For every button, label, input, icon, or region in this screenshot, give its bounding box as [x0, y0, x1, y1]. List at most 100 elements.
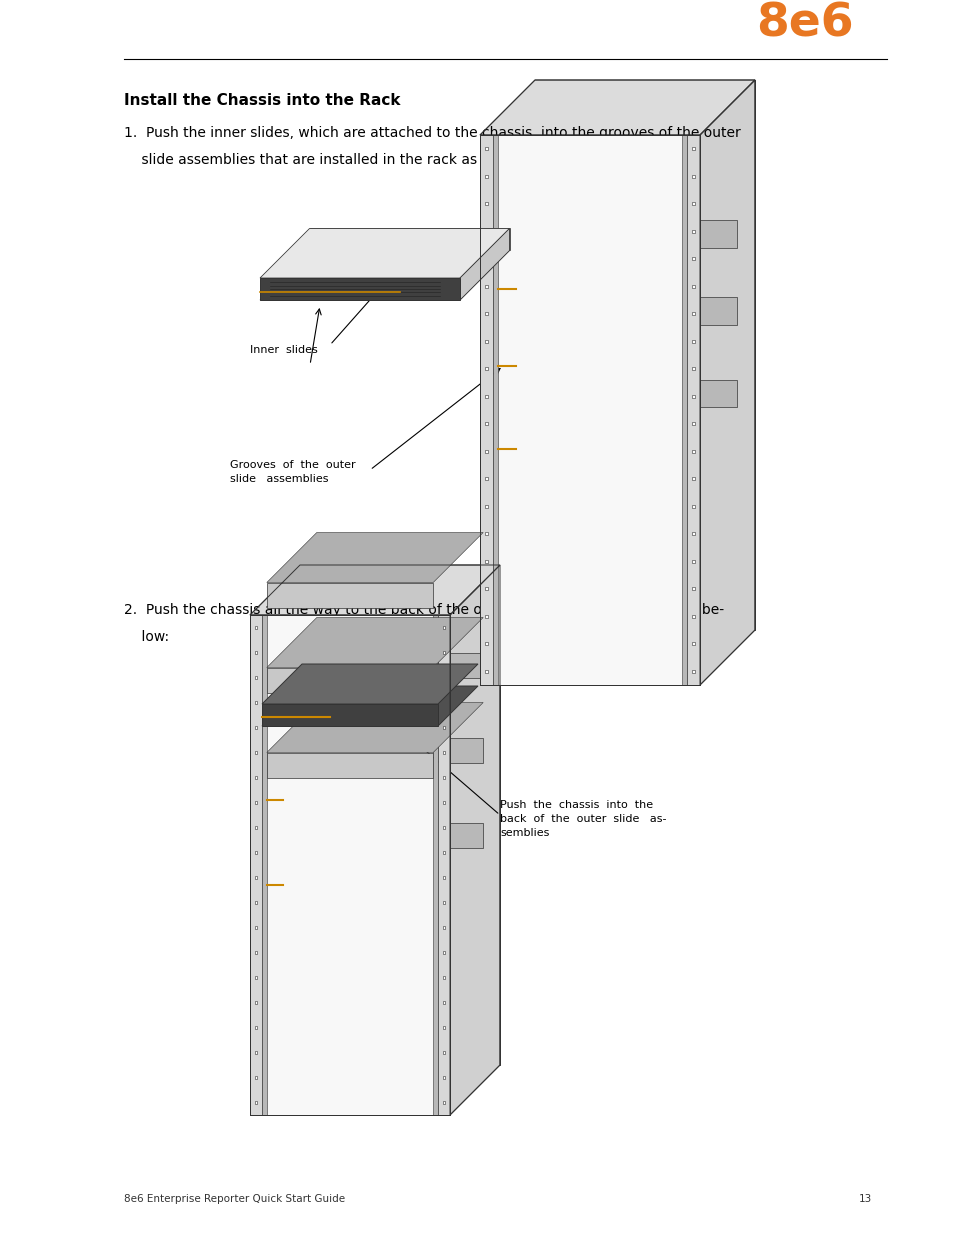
Bar: [691, 559, 694, 563]
Bar: [691, 477, 694, 480]
Bar: [254, 851, 257, 853]
Bar: [484, 532, 488, 535]
Polygon shape: [316, 823, 482, 847]
Bar: [442, 701, 445, 704]
Bar: [691, 203, 694, 205]
Bar: [484, 559, 488, 563]
Bar: [254, 826, 257, 829]
Bar: [442, 676, 445, 679]
Polygon shape: [493, 135, 498, 685]
Polygon shape: [267, 618, 482, 667]
Polygon shape: [262, 685, 477, 726]
Bar: [484, 312, 488, 315]
Bar: [691, 174, 694, 178]
Polygon shape: [262, 615, 267, 1115]
Bar: [254, 651, 257, 655]
Polygon shape: [433, 615, 437, 1115]
Bar: [691, 450, 694, 453]
Bar: [254, 701, 257, 704]
Bar: [442, 926, 445, 929]
Bar: [484, 174, 488, 178]
Bar: [691, 422, 694, 425]
Polygon shape: [479, 135, 700, 685]
Polygon shape: [450, 564, 499, 1115]
Bar: [442, 776, 445, 779]
Text: Grooves  of  the  outer
slide   assemblies: Grooves of the outer slide assemblies: [230, 459, 355, 484]
Polygon shape: [267, 667, 433, 693]
Polygon shape: [260, 228, 509, 278]
Bar: [484, 615, 488, 618]
Bar: [254, 751, 257, 753]
Bar: [254, 1051, 257, 1053]
Text: Install the Chassis into the Rack: Install the Chassis into the Rack: [124, 93, 400, 107]
Polygon shape: [479, 80, 754, 135]
Polygon shape: [535, 80, 754, 630]
Polygon shape: [316, 737, 482, 762]
Polygon shape: [267, 583, 433, 608]
Bar: [484, 587, 488, 590]
Text: slide assemblies that are installed in the rack as shown below:: slide assemblies that are installed in t…: [124, 153, 575, 167]
Polygon shape: [260, 251, 509, 300]
Bar: [254, 802, 257, 804]
Text: Push  the  chassis  into  the
back  of  the  outer  slide   as-
semblies: Push the chassis into the back of the ou…: [499, 800, 666, 839]
Bar: [254, 676, 257, 679]
Bar: [484, 203, 488, 205]
Bar: [442, 976, 445, 979]
Bar: [254, 926, 257, 929]
Bar: [442, 876, 445, 879]
Polygon shape: [437, 615, 450, 1115]
Polygon shape: [250, 615, 262, 1115]
Polygon shape: [686, 135, 700, 685]
Polygon shape: [262, 664, 477, 704]
Bar: [254, 776, 257, 779]
Bar: [691, 669, 694, 673]
Polygon shape: [700, 80, 754, 685]
Polygon shape: [553, 298, 736, 325]
Bar: [484, 257, 488, 261]
Bar: [691, 257, 694, 261]
Bar: [484, 395, 488, 398]
Bar: [254, 1026, 257, 1029]
Bar: [442, 1026, 445, 1029]
Bar: [484, 642, 488, 646]
Bar: [254, 626, 257, 629]
Text: 2.  Push the chassis all the way to the back of the outer slide assemblies as sh: 2. Push the chassis all the way to the b…: [124, 603, 723, 616]
Bar: [254, 1102, 257, 1104]
Bar: [484, 284, 488, 288]
Bar: [442, 626, 445, 629]
Bar: [691, 284, 694, 288]
Text: 13: 13: [858, 1194, 871, 1204]
Bar: [484, 477, 488, 480]
Bar: [442, 851, 445, 853]
Bar: [484, 505, 488, 508]
Bar: [691, 587, 694, 590]
Bar: [484, 147, 488, 151]
Polygon shape: [553, 220, 736, 248]
Polygon shape: [459, 228, 509, 300]
Bar: [484, 367, 488, 370]
Bar: [442, 726, 445, 729]
Bar: [442, 902, 445, 904]
Bar: [442, 1102, 445, 1104]
Bar: [442, 1076, 445, 1079]
Bar: [484, 230, 488, 233]
Bar: [442, 751, 445, 753]
Bar: [254, 726, 257, 729]
Bar: [254, 976, 257, 979]
Text: 8e6 Enterprise Reporter Quick Start Guide: 8e6 Enterprise Reporter Quick Start Guid…: [124, 1194, 345, 1204]
Text: Inner  slides: Inner slides: [250, 345, 317, 354]
Bar: [254, 1076, 257, 1079]
Polygon shape: [299, 564, 499, 1065]
Text: 8e6: 8e6: [756, 2, 853, 47]
Bar: [442, 826, 445, 829]
Polygon shape: [260, 278, 459, 300]
Polygon shape: [267, 532, 482, 583]
Polygon shape: [309, 228, 509, 251]
Bar: [254, 951, 257, 953]
Bar: [442, 802, 445, 804]
Bar: [691, 532, 694, 535]
Text: 1.  Push the inner slides, which are attached to the chassis, into the grooves o: 1. Push the inner slides, which are atta…: [124, 126, 740, 140]
Bar: [691, 642, 694, 646]
Bar: [442, 651, 445, 655]
Polygon shape: [267, 752, 433, 778]
